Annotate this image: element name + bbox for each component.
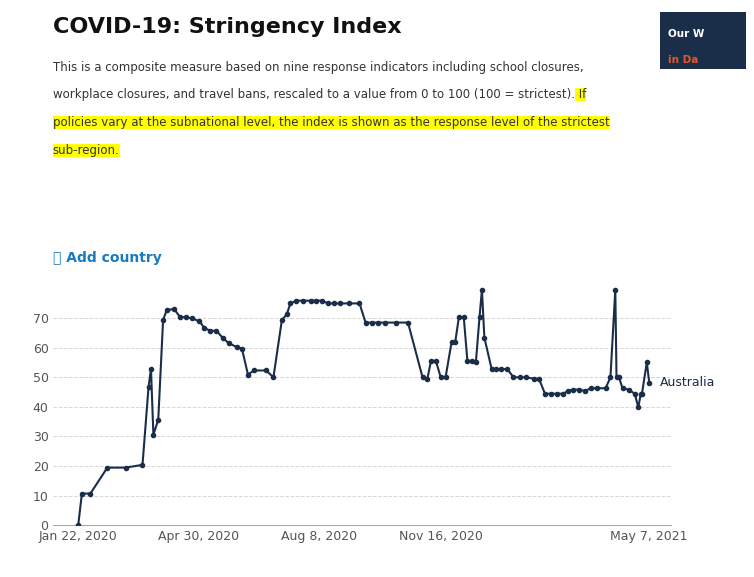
Text: in Da: in Da [669, 55, 699, 65]
Text: ➕ Add country: ➕ Add country [53, 251, 161, 265]
Text: COVID-19: Stringency Index: COVID-19: Stringency Index [53, 17, 401, 38]
Text: workplace closures, and travel bans, rescaled to a value from 0 to 100 (100 = st: workplace closures, and travel bans, res… [53, 88, 575, 102]
Text: Australia: Australia [661, 376, 716, 389]
Text: Our W: Our W [669, 29, 705, 39]
Text: If: If [575, 88, 586, 102]
Text: This is a composite measure based on nine response indicators including school c: This is a composite measure based on nin… [53, 61, 584, 74]
Text: policies vary at the subnational level, the index is shown as the response level: policies vary at the subnational level, … [53, 116, 609, 129]
Text: sub-region.: sub-region. [53, 144, 120, 157]
